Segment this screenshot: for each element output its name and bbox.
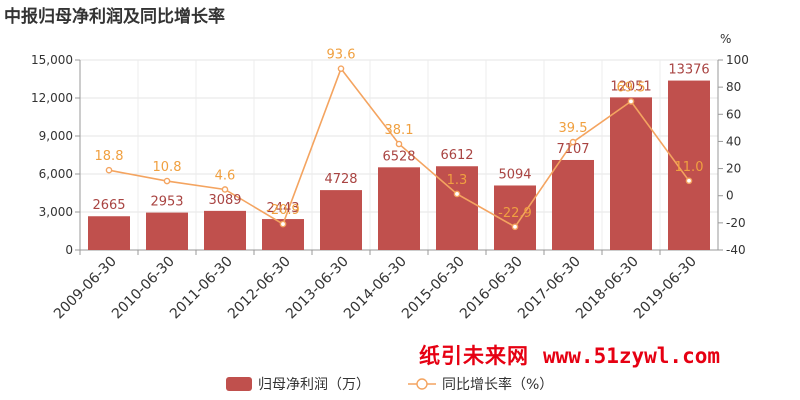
- growth-rate-value-label: 38.1: [385, 123, 414, 138]
- y-left-tick-label: 0: [65, 243, 73, 257]
- growth-rate-point: [395, 140, 403, 148]
- bar-value-label: 6528: [382, 149, 415, 164]
- growth-rate-value-label: 69.5: [617, 80, 646, 95]
- bar: [610, 97, 652, 250]
- growth-rate-point: [453, 190, 461, 198]
- bar-value-label: 12051: [610, 79, 651, 94]
- legend-bar-label: 归母净利润（万）: [258, 376, 370, 393]
- bar-value-label: 13376: [668, 63, 709, 78]
- growth-rate-point: [105, 166, 113, 174]
- y-right-tick-label: -20: [726, 216, 746, 230]
- legend-line-marker: [416, 378, 428, 390]
- y-left-tick-label: 12,000: [31, 91, 73, 105]
- bar-value-label: 3089: [208, 193, 241, 208]
- bar: [88, 216, 130, 250]
- y-right-tick-label: 60: [726, 107, 741, 121]
- bar-value-label: 5094: [498, 167, 531, 182]
- bar-value-label: 2443: [266, 201, 299, 216]
- growth-rate-value-label: -22.9: [498, 206, 532, 221]
- bar-value-label: 2953: [150, 195, 183, 210]
- y-right-tick-label: -40: [726, 243, 746, 257]
- y-right-tick-label: 80: [726, 80, 741, 94]
- bar: [320, 190, 362, 250]
- legend: 归母净利润（万） 同比增长率（%）: [226, 376, 553, 393]
- data-labels: 2665 2953 3089 2443 4728 6528 6612 5094 7107 1205…: [92, 48, 709, 221]
- bar: [204, 210, 246, 250]
- y-left-tick-label: 6,000: [39, 167, 73, 181]
- growth-rate-point: [163, 177, 171, 185]
- bar: [378, 167, 420, 250]
- bar: [436, 166, 478, 250]
- growth-rate-value-label: 18.8: [95, 149, 124, 164]
- growth-rate-value-label: 4.6: [215, 168, 236, 183]
- growth-rate-point: [511, 223, 519, 231]
- legend-bar-swatch: [226, 377, 252, 391]
- y-right-tick-label: 20: [726, 162, 741, 176]
- bar: [552, 159, 594, 250]
- growth-rate-point: [279, 220, 287, 228]
- growth-rate-value-label: 1.3: [447, 173, 468, 188]
- y-left-tick-label: 3,000: [39, 205, 73, 219]
- y-right-unit-label: %: [720, 32, 731, 46]
- y-left-tick-label: 15,000: [31, 53, 73, 67]
- growth-rate-value-label: 11.0: [675, 160, 704, 175]
- y-right-tick-label: 40: [726, 134, 741, 148]
- growth-rate-point: [337, 65, 345, 72]
- watermark: 纸引未来网 www.51zywl.com: [419, 340, 720, 370]
- bar-value-label: 2665: [92, 198, 125, 213]
- growth-rate-point: [569, 138, 577, 146]
- line-series: [105, 65, 693, 231]
- growth-rate-value-label: -20.9: [266, 203, 300, 218]
- y-right-tick-label: 0: [726, 189, 734, 203]
- legend-line-label: 同比增长率（%）: [442, 376, 553, 393]
- chart-title: 中报归母净利润及同比增长率: [4, 7, 225, 27]
- growth-rate-value-label: 39.5: [559, 121, 588, 136]
- bar-value-label: 4728: [324, 172, 357, 187]
- watermark-site: 纸引未来网: [419, 344, 529, 368]
- growth-rate-point: [685, 177, 693, 185]
- bar: [494, 185, 536, 250]
- x-tick-label: 2019-06-30: [631, 254, 700, 323]
- growth-rate-value-label: 10.8: [153, 160, 182, 175]
- bar: [146, 212, 188, 250]
- bar: [668, 80, 710, 250]
- y-left-tick-label: 9,000: [39, 129, 73, 143]
- y-right-tick-label: 100: [726, 53, 749, 67]
- bar-series: [88, 80, 710, 250]
- growth-rate-value-label: 93.6: [327, 48, 356, 63]
- bar-value-label: 6612: [440, 148, 473, 163]
- growth-rate-point: [221, 186, 229, 193]
- watermark-url: www.51zywl.com: [543, 344, 721, 368]
- growth-rate-point: [627, 98, 635, 105]
- bar-value-label: 7107: [556, 142, 589, 157]
